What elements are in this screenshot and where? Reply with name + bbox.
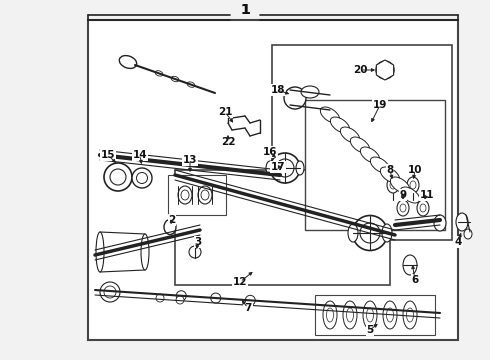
Ellipse shape	[376, 61, 394, 79]
Ellipse shape	[387, 308, 393, 322]
Bar	[88, 20, 458, 340]
Text: 21: 21	[218, 107, 232, 117]
Bar	[168, 175, 226, 215]
Ellipse shape	[434, 215, 446, 231]
Ellipse shape	[211, 293, 221, 303]
Bar	[272, 45, 452, 240]
Ellipse shape	[181, 190, 189, 200]
Ellipse shape	[346, 308, 353, 322]
Ellipse shape	[350, 137, 369, 153]
Ellipse shape	[198, 186, 212, 204]
Ellipse shape	[341, 127, 360, 143]
Ellipse shape	[164, 220, 176, 234]
Text: 2: 2	[169, 215, 175, 225]
Text: 11: 11	[420, 190, 434, 200]
Ellipse shape	[456, 213, 468, 231]
Ellipse shape	[383, 301, 397, 329]
Ellipse shape	[380, 167, 400, 183]
Ellipse shape	[270, 153, 300, 183]
Ellipse shape	[266, 161, 274, 175]
Text: 7: 7	[245, 303, 252, 313]
Ellipse shape	[391, 177, 410, 193]
Text: 17: 17	[270, 162, 285, 172]
Ellipse shape	[176, 291, 186, 301]
Ellipse shape	[403, 301, 417, 329]
Ellipse shape	[367, 308, 373, 322]
Polygon shape	[100, 232, 145, 272]
Ellipse shape	[370, 157, 390, 173]
Ellipse shape	[323, 301, 337, 329]
Text: 4: 4	[454, 237, 462, 247]
Ellipse shape	[382, 224, 392, 242]
Ellipse shape	[348, 224, 358, 242]
Ellipse shape	[110, 169, 126, 185]
Ellipse shape	[178, 186, 192, 204]
Bar	[315, 295, 435, 335]
Ellipse shape	[320, 107, 340, 123]
Ellipse shape	[296, 161, 304, 175]
Text: 3: 3	[195, 237, 201, 247]
Ellipse shape	[326, 308, 334, 322]
Ellipse shape	[96, 232, 104, 272]
Ellipse shape	[104, 286, 116, 298]
Ellipse shape	[343, 301, 357, 329]
Ellipse shape	[397, 200, 409, 216]
Ellipse shape	[156, 294, 164, 302]
Text: 1: 1	[240, 3, 250, 17]
Text: 1: 1	[240, 3, 250, 17]
Bar	[175, 170, 390, 285]
Bar	[305, 100, 445, 230]
Ellipse shape	[403, 255, 417, 275]
Ellipse shape	[284, 87, 306, 109]
Ellipse shape	[387, 177, 399, 193]
Ellipse shape	[176, 296, 184, 304]
Ellipse shape	[407, 177, 419, 193]
Text: 22: 22	[221, 137, 235, 147]
Text: 5: 5	[367, 325, 373, 335]
Text: 19: 19	[373, 100, 387, 110]
Ellipse shape	[104, 163, 132, 191]
Ellipse shape	[141, 234, 149, 270]
Text: 8: 8	[387, 165, 393, 175]
Ellipse shape	[400, 187, 419, 203]
Ellipse shape	[417, 200, 429, 216]
Text: 16: 16	[263, 147, 277, 157]
Text: 14: 14	[133, 150, 147, 160]
Ellipse shape	[245, 295, 255, 305]
Ellipse shape	[301, 86, 319, 98]
Text: 12: 12	[233, 277, 247, 287]
Ellipse shape	[132, 168, 152, 188]
Text: 20: 20	[353, 65, 367, 75]
Text: 6: 6	[412, 275, 418, 285]
Text: 18: 18	[271, 85, 285, 95]
Ellipse shape	[330, 117, 350, 133]
Ellipse shape	[352, 216, 388, 251]
Ellipse shape	[407, 308, 414, 322]
Text: 10: 10	[408, 165, 422, 175]
Text: 9: 9	[399, 190, 407, 200]
Ellipse shape	[100, 282, 120, 302]
Ellipse shape	[137, 172, 147, 184]
Ellipse shape	[360, 147, 380, 163]
Ellipse shape	[201, 190, 209, 200]
Ellipse shape	[363, 301, 377, 329]
Ellipse shape	[464, 229, 472, 239]
Text: 13: 13	[183, 155, 197, 165]
Polygon shape	[376, 60, 393, 80]
Ellipse shape	[189, 246, 201, 258]
Text: 15: 15	[101, 150, 115, 160]
